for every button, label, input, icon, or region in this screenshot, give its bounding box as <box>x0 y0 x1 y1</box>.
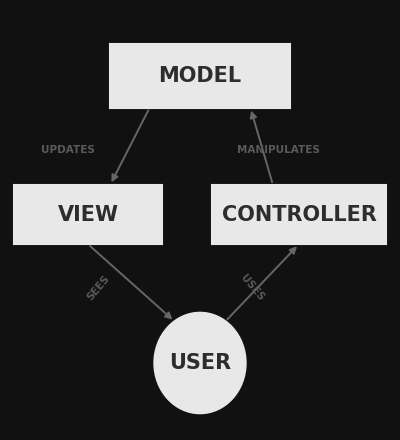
Text: USER: USER <box>169 353 231 373</box>
Text: MANIPULATES: MANIPULATES <box>236 145 320 154</box>
Text: CONTROLLER: CONTROLLER <box>222 205 376 224</box>
Text: UPDATES: UPDATES <box>41 145 95 154</box>
Text: VIEW: VIEW <box>58 205 118 224</box>
FancyBboxPatch shape <box>212 185 386 244</box>
Text: USES: USES <box>238 273 266 303</box>
FancyBboxPatch shape <box>14 185 162 244</box>
Text: MODEL: MODEL <box>158 66 242 86</box>
Text: SEES: SEES <box>85 274 111 303</box>
Circle shape <box>154 312 246 414</box>
FancyBboxPatch shape <box>110 44 290 108</box>
